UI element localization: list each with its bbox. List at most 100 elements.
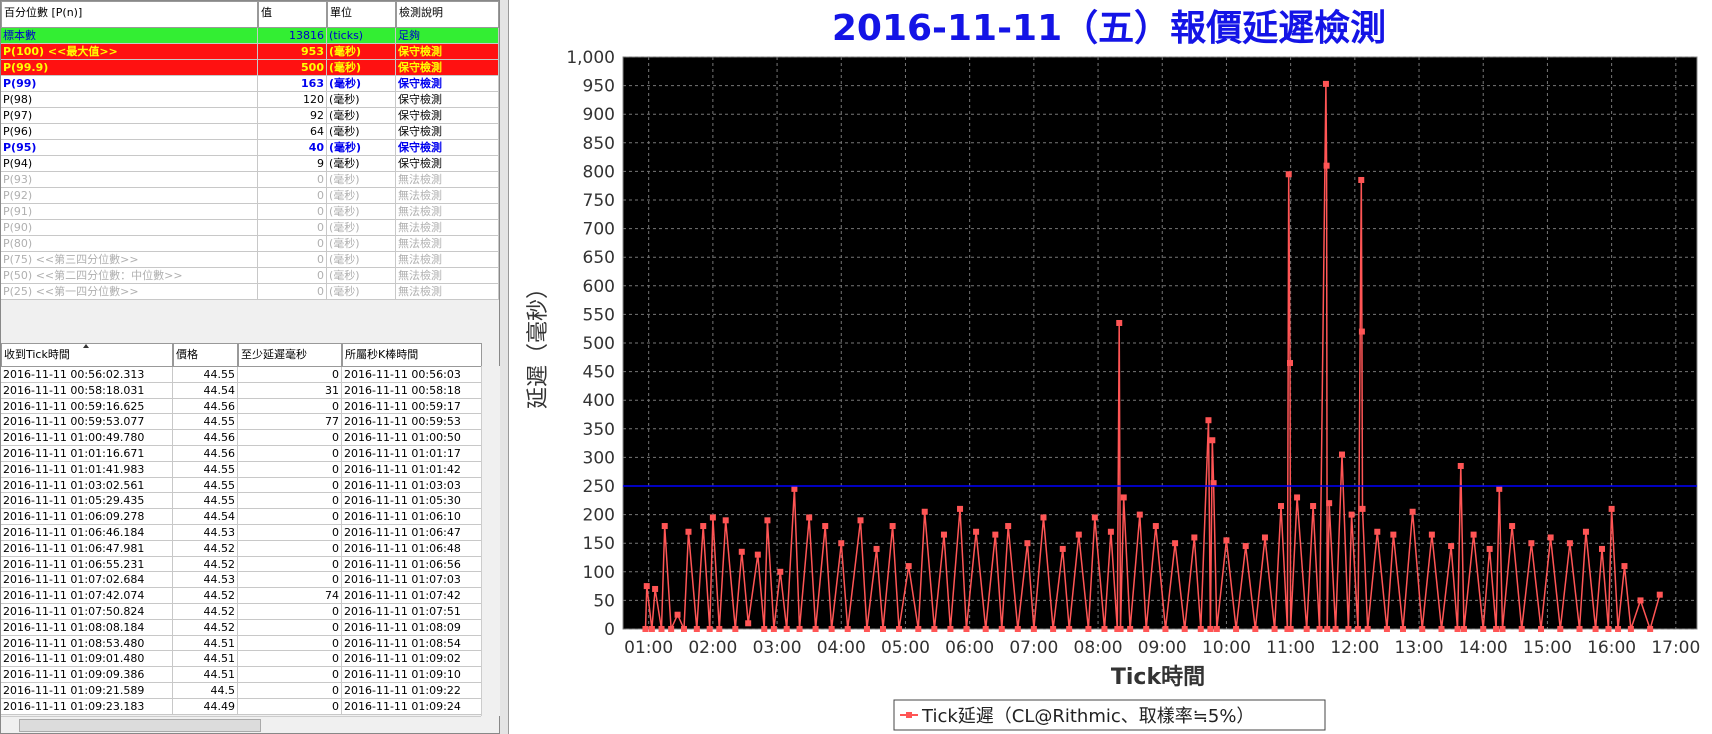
point [1310, 503, 1317, 510]
table-cell: 44.54 [173, 509, 238, 525]
table-cell: 2016-11-11 01:06:55.231 [1, 556, 173, 573]
table-cell: P(99.9) [1, 60, 258, 76]
table-cell: 2016-11-11 01:09:21.589 [1, 683, 173, 699]
point [1040, 514, 1047, 521]
point [685, 528, 692, 535]
x-tick-label: 11:00 [1266, 638, 1315, 658]
table-cell: 2016-11-11 01:00:50 [342, 430, 482, 446]
x-tick-label: 15:00 [1523, 638, 1572, 658]
table-cell: 保守檢測 [396, 140, 499, 156]
table-cell: 2016-11-11 01:09:09.386 [1, 667, 173, 683]
point [1615, 626, 1622, 632]
table-cell: 2016-11-11 01:07:03 [342, 572, 482, 589]
table-cell: 0 [238, 604, 342, 620]
table-cell: 9 [258, 156, 327, 172]
point [1383, 626, 1390, 632]
table-cell: P(92) [1, 188, 258, 204]
table-cell: 2016-11-11 01:09:02 [342, 651, 482, 668]
point [1582, 528, 1589, 535]
column-header[interactable]: 單位 [327, 1, 396, 28]
point [1050, 626, 1057, 632]
point [915, 626, 922, 632]
table-cell: 44.52 [173, 604, 238, 620]
table-cell: 44.55 [173, 477, 238, 494]
point [1207, 626, 1214, 632]
scrollbar-vertical[interactable] [481, 366, 500, 716]
point [1114, 626, 1121, 632]
table-cell: 2016-11-11 00:59:16.625 [1, 398, 173, 415]
y-tick-label: 50 [593, 591, 615, 611]
point [754, 551, 761, 558]
table-cell: 2016-11-11 01:06:47 [342, 525, 482, 541]
splitter[interactable] [500, 0, 509, 734]
table-cell: 2016-11-11 01:09:10 [342, 667, 482, 683]
table-cell: 44.55 [173, 367, 238, 383]
point [1181, 626, 1188, 632]
point [1143, 626, 1150, 632]
point [921, 508, 928, 515]
point [1278, 503, 1285, 510]
column-header[interactable]: 百分位數 [P(n)] [1, 1, 258, 28]
table-cell: 40 [258, 140, 327, 156]
table-cell: (毫秒) [327, 60, 396, 76]
point [1085, 626, 1092, 632]
column-header[interactable]: 至少延遲毫秒 [238, 343, 342, 367]
column-header[interactable]: 價格 [173, 343, 238, 367]
table-cell: (毫秒) [327, 236, 396, 252]
scroll-thumb[interactable] [19, 719, 261, 732]
x-tick-label: 10:00 [1202, 638, 1251, 658]
table-cell: 0 [238, 493, 342, 510]
table-cell: 2016-11-11 00:58:18.031 [1, 382, 173, 399]
y-tick-label: 400 [583, 391, 615, 411]
column-header[interactable]: 所屬秒K棒時間 [342, 343, 482, 367]
point [1324, 626, 1331, 632]
table-cell: 0 [258, 204, 327, 220]
table-cell: 0 [238, 525, 342, 541]
table-cell: 0 [238, 698, 342, 715]
point [806, 514, 813, 521]
table-cell: (毫秒) [327, 108, 396, 124]
point [947, 626, 954, 632]
x-tick-label: 08:00 [1074, 638, 1123, 658]
point [709, 514, 716, 521]
point [1116, 319, 1123, 326]
point [1448, 543, 1455, 550]
point [764, 517, 771, 524]
table-cell: (毫秒) [327, 284, 396, 300]
table-cell: 無法檢測 [396, 252, 499, 268]
point [716, 626, 723, 632]
table-cell: 44.52 [173, 540, 238, 557]
table-cell: P(94) [1, 156, 258, 172]
point [1538, 626, 1545, 632]
column-header[interactable]: 值 [258, 1, 327, 28]
table-cell: 2016-11-11 01:09:23.183 [1, 698, 173, 715]
column-header[interactable]: 檢測說明 [396, 1, 499, 28]
sort-arrow [83, 344, 89, 348]
point [1428, 531, 1435, 538]
point [1197, 626, 1204, 632]
point [1322, 80, 1329, 87]
table-cell: 0 [258, 236, 327, 252]
point [1547, 534, 1554, 541]
table-cell: 無法檢測 [396, 268, 499, 284]
point [722, 517, 729, 524]
point [1528, 540, 1535, 547]
point [812, 626, 819, 632]
point [1271, 626, 1278, 632]
point [1303, 626, 1310, 632]
table-cell: 0 [238, 683, 342, 699]
point [1127, 626, 1134, 632]
point [1117, 626, 1124, 632]
point [1242, 543, 1249, 550]
table-cell: 2016-11-11 01:06:09.278 [1, 509, 173, 525]
table-cell: 2016-11-11 01:08:53.480 [1, 635, 173, 652]
table-cell: 44.51 [173, 635, 238, 652]
scrollbar-horizontal[interactable] [1, 716, 481, 733]
y-axis-label: 延遲（毫秒） [526, 277, 551, 409]
x-tick-label: 17:00 [1651, 638, 1700, 658]
point [1374, 528, 1381, 535]
table-cell: 163 [258, 76, 327, 92]
point [1592, 626, 1599, 632]
table-cell: 2016-11-11 01:06:48 [342, 540, 482, 557]
x-tick-label: 12:00 [1330, 638, 1379, 658]
